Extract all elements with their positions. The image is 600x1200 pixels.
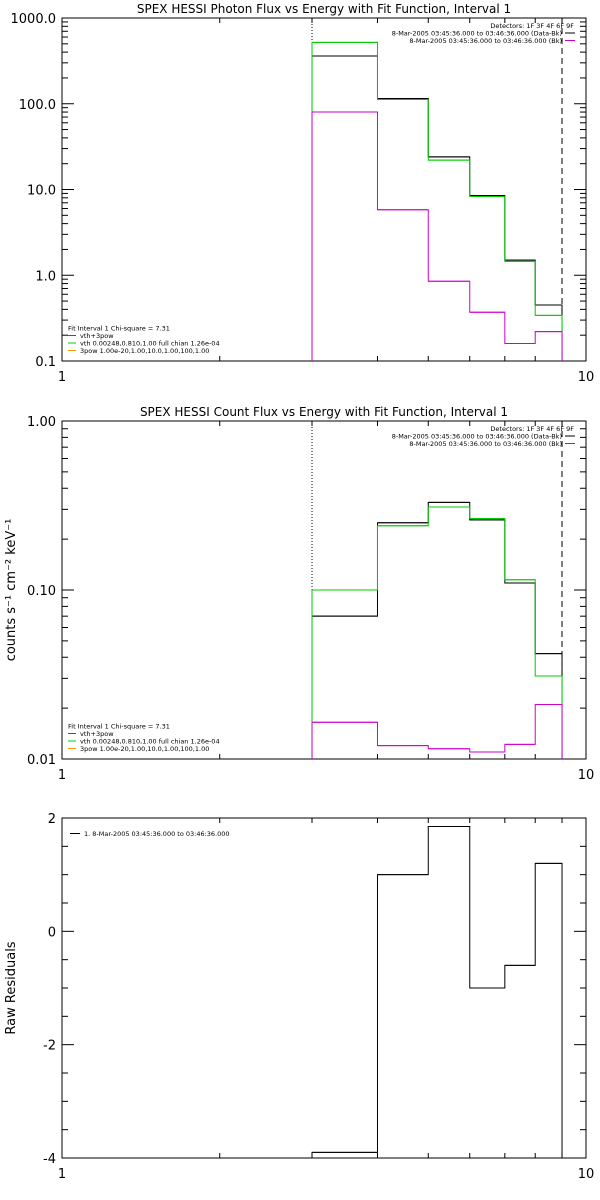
legend-entry-label: 8-Mar-2005 03:45:36.000 to 03:46:36.000 …	[392, 30, 562, 38]
legend-entry-label: 1. 8-Mar-2005 03:45:36.000 to 03:46:36.0…	[84, 830, 230, 838]
fit-legend-entry-label: 3pow 1.00e-20,1.00,10.0,1.00,100,1.00	[80, 347, 209, 355]
chart-title: SPEX HESSI Photon Flux vs Energy with Fi…	[137, 2, 511, 16]
x-tick-label: 1	[58, 1167, 66, 1182]
x-tick-label: 10	[578, 370, 595, 385]
fit-legend-entry-label: vth 0.00248,0.810,1.00 full chian 1.26e-…	[80, 340, 220, 348]
legend-header: Detectors: 1F 3F 4F 6F 9F	[490, 22, 574, 30]
plot-frame	[61, 17, 587, 362]
y-tick-label: 0	[48, 925, 56, 940]
fit-legend-entry-label: vth 0.00248,0.810,1.00 full chian 1.26e-…	[80, 738, 220, 746]
y-tick-label: -4	[43, 1152, 56, 1167]
series-3-histogram	[311, 111, 563, 361]
y-tick-label: 0.1	[35, 355, 56, 370]
y-tick-label: 2	[48, 812, 56, 827]
y-tick-label: 0.10	[27, 584, 56, 599]
series-1-histogram	[311, 501, 563, 759]
y-axis-label: Raw Residuals	[4, 941, 19, 1034]
series-2-histogram	[311, 506, 563, 759]
x-tick-label: 1	[58, 370, 66, 385]
x-tick-label: 10	[578, 1167, 595, 1182]
legend-entry-label: 8-Mar-2005 03:45:36.000 to 03:46:36.000 …	[409, 440, 562, 448]
chart-panel-2: SPEX HESSI Count Flux vs Energy with Fit…	[4, 405, 594, 783]
series-1-histogram	[311, 55, 563, 361]
chart-panel-3: Raw Residuals 1 10 -4 -2 0 2 1. 8-Mar-2005 03:4…	[4, 812, 594, 1182]
y-tick-label: 1000.0	[11, 12, 57, 27]
x-tick-label: 10	[578, 768, 595, 783]
series-2-histogram	[311, 41, 563, 361]
chart-title: SPEX HESSI Count Flux vs Energy with Fit…	[140, 405, 508, 419]
chart-panel-1: SPEX HESSI Photon Flux vs Energy with Fi…	[11, 2, 595, 385]
y-tick-label: 100.0	[19, 98, 56, 113]
plot-frame	[61, 817, 587, 1159]
y-tick-label: 0.01	[27, 753, 56, 768]
y-tick-label: -2	[43, 1039, 56, 1054]
fit-legend-header: Fit Interval 1 Chi-square = 7.31	[68, 723, 170, 731]
series-3-histogram	[311, 704, 563, 759]
y-axis-label: counts s⁻¹ cm⁻² keV⁻¹	[4, 519, 19, 662]
legend-entry-label: 8-Mar-2005 03:45:36.000 to 03:46:36.000 …	[409, 37, 562, 45]
fit-legend-entry-label: vth+3pow	[80, 332, 114, 340]
legend-entry-label: 8-Mar-2005 03:45:36.000 to 03:46:36.000 …	[392, 433, 562, 441]
legend-header: Detectors: 1F 3F 4F 6F 9F	[490, 425, 574, 433]
y-tick-label: 1.0	[35, 269, 56, 284]
y-tick-label: 1.00	[27, 415, 56, 430]
y-tick-label: 10.0	[27, 184, 56, 199]
fit-legend-entry-label: vth+3pow	[80, 730, 114, 738]
x-tick-label: 1	[58, 768, 66, 783]
series-1-histogram	[311, 826, 563, 1158]
fit-legend-header: Fit Interval 1 Chi-square = 7.31	[68, 325, 170, 333]
fit-legend-entry-label: 3pow 1.00e-20,1.00,10.0,1.00,100,1.00	[80, 745, 209, 753]
